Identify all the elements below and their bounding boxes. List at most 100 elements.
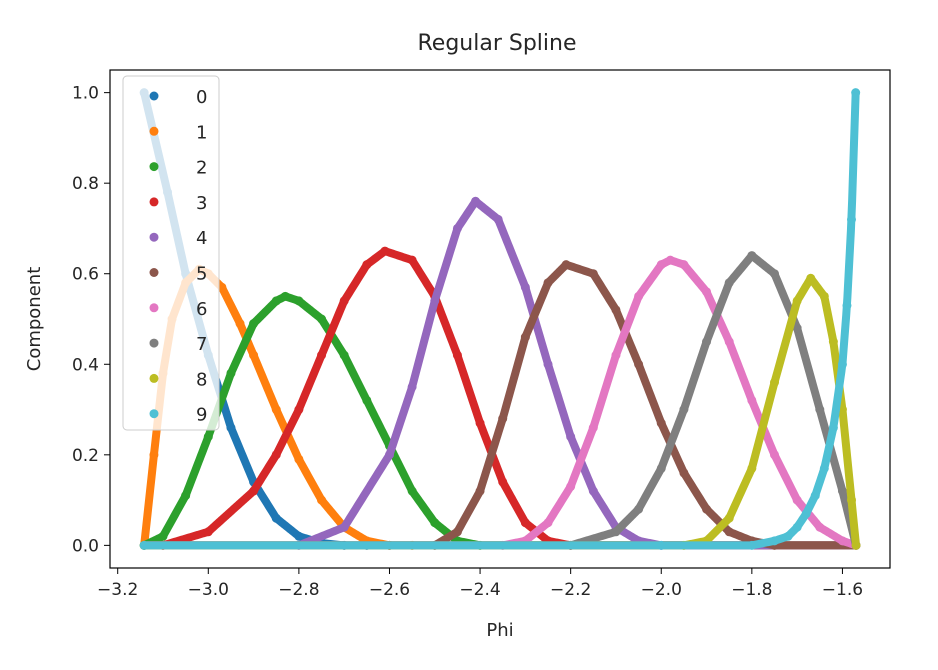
point: [679, 405, 689, 415]
point: [656, 260, 666, 270]
point: [566, 432, 576, 442]
point: [846, 495, 856, 505]
point: [851, 88, 861, 98]
legend: 0 1 2 3 4 5 6 7 8 9: [122, 75, 220, 431]
point: [588, 269, 598, 279]
point: [724, 337, 734, 347]
point: [217, 282, 227, 292]
point: [656, 540, 666, 550]
point: [747, 395, 757, 405]
point: [203, 527, 213, 537]
point: [271, 450, 281, 460]
point: [249, 486, 259, 496]
point: [801, 509, 811, 519]
point: [339, 350, 349, 360]
x-tick-label: −2.4: [459, 580, 500, 600]
point: [634, 504, 644, 514]
point: [819, 291, 829, 301]
point: [294, 296, 304, 306]
legend-marker-2: [149, 162, 159, 172]
point: [810, 491, 820, 501]
point: [828, 337, 838, 347]
point: [226, 423, 236, 433]
point: [828, 423, 838, 433]
point: [588, 486, 598, 496]
point: [747, 251, 757, 261]
x-tick-label: −2.6: [369, 580, 410, 600]
point: [271, 405, 281, 415]
legend-label-4: 4: [196, 228, 207, 249]
point: [407, 486, 417, 496]
point: [149, 450, 159, 460]
point: [520, 518, 530, 528]
point: [430, 518, 440, 528]
point: [226, 368, 236, 378]
point: [520, 332, 530, 342]
y-tick-label: 0.4: [72, 355, 99, 375]
legend-marker-1: [149, 126, 159, 136]
legend-marker-4: [149, 232, 159, 242]
x-tick-label: −2.2: [550, 580, 591, 600]
legend-label-9: 9: [196, 405, 207, 426]
y-tick-label: 0.2: [72, 446, 99, 466]
x-tick-label: −3.0: [188, 580, 229, 600]
legend-label-6: 6: [196, 299, 207, 320]
point: [815, 405, 825, 415]
point: [452, 527, 462, 537]
point: [235, 319, 245, 329]
legend-label-2: 2: [196, 158, 207, 179]
point: [271, 513, 281, 523]
point: [498, 414, 508, 424]
legend-label-7: 7: [196, 334, 207, 355]
point: [317, 495, 327, 505]
x-tick-label: −2.8: [278, 580, 319, 600]
point: [724, 513, 734, 523]
point: [656, 418, 666, 428]
plot-area: [109, 69, 891, 569]
legend-marker-5: [149, 268, 159, 277]
point: [543, 359, 553, 369]
point: [158, 531, 168, 541]
point: [792, 323, 802, 333]
y-tick-label: 0.6: [72, 265, 99, 285]
point: [634, 291, 644, 301]
point: [634, 359, 644, 369]
point: [842, 300, 852, 310]
point: [588, 423, 598, 433]
point: [493, 214, 503, 224]
point: [724, 527, 734, 537]
point: [407, 382, 417, 392]
point: [679, 468, 689, 478]
legend-label-1: 1: [196, 122, 207, 143]
point: [806, 273, 816, 283]
point: [294, 405, 304, 415]
point: [452, 223, 462, 233]
point: [339, 522, 349, 532]
point: [181, 491, 191, 501]
point: [846, 214, 856, 224]
legend-box: [122, 75, 220, 431]
point: [783, 531, 793, 541]
point: [679, 260, 689, 270]
point: [665, 255, 675, 265]
point: [475, 418, 485, 428]
point: [815, 522, 825, 532]
point: [139, 540, 149, 550]
point: [520, 282, 530, 292]
x-tick-label: −3.2: [97, 580, 138, 600]
legend-items: 0 1 2 3 4 5 6 7 8 9: [149, 87, 207, 426]
point: [566, 482, 576, 492]
x-tick-label: −2.0: [641, 580, 682, 600]
point: [362, 395, 372, 405]
point: [380, 246, 390, 256]
point: [317, 314, 327, 324]
point: [792, 495, 802, 505]
point: [249, 319, 259, 329]
y-tick-label: 1.0: [72, 84, 99, 104]
point: [611, 350, 621, 360]
legend-label-8: 8: [196, 369, 207, 390]
point: [611, 527, 621, 537]
point: [203, 432, 213, 442]
legend-label-5: 5: [196, 264, 207, 285]
